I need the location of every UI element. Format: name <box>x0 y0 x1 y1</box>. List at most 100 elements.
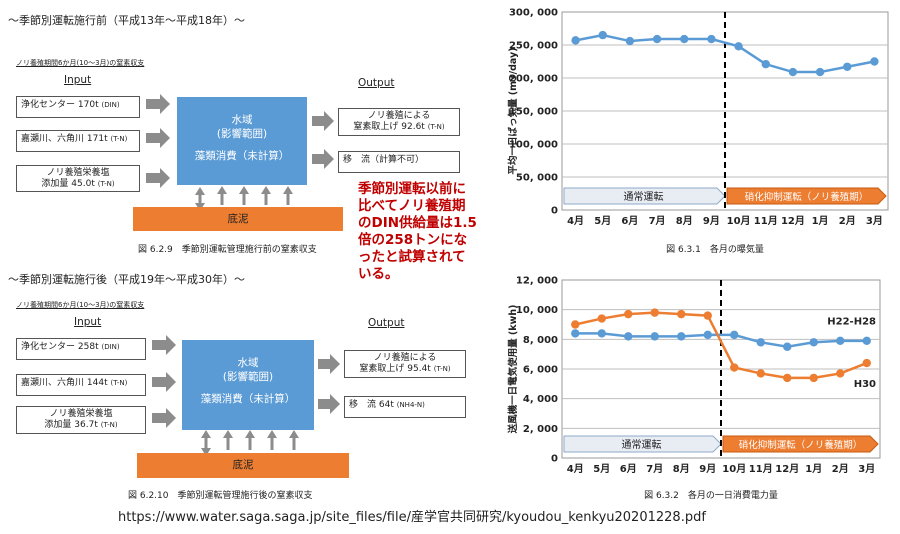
x-tick-label: 5月 <box>593 463 610 475</box>
after-output-box-2: 移 流 64t (NH4-N) <box>344 396 466 418</box>
after-water-area: 水域 (影響範囲) 藻類消費（未計算） <box>182 340 314 430</box>
chart-caption: 図 6.3.2 各月の一日消費電力量 <box>644 489 778 501</box>
data-point <box>703 311 712 320</box>
data-point <box>650 332 659 341</box>
before-output-label: Output <box>358 77 395 89</box>
x-tick-label: 7月 <box>646 463 663 475</box>
data-point <box>624 309 633 319</box>
data-point <box>815 67 825 77</box>
x-tick-label: 1月 <box>812 215 829 227</box>
before-input-label: Input <box>64 74 92 86</box>
data-point <box>788 67 798 77</box>
before-subtitle: ノリ養殖期間6か月(10～3月)の窒素収支 <box>16 59 145 67</box>
x-tick-label: 12月 <box>775 463 799 475</box>
data-point <box>783 342 792 351</box>
data-point <box>624 332 633 341</box>
x-tick-label: 2月 <box>839 215 856 227</box>
before-output-box-1: ノリ養殖による 窒素取上げ 92.6t (T-N) <box>338 108 460 136</box>
before-output-box-2: 移 流（計算不可） <box>338 151 460 173</box>
before-water-area: 水域 (影響範囲) 藻類消費（未計算） <box>177 97 307 185</box>
x-tick-label: 2月 <box>832 463 849 475</box>
before-caption: 図 6.2.9 季節別運転管理施行前の窒素収支 <box>138 245 317 255</box>
x-tick-label: 5月 <box>594 215 611 227</box>
data-point <box>756 338 765 347</box>
y-tick-label: 150, 000 <box>509 107 558 118</box>
x-tick-label: 10月 <box>722 463 746 475</box>
x-tick-label: 6月 <box>620 463 637 475</box>
data-point <box>862 336 871 346</box>
y-tick-label: 50, 000 <box>516 173 558 184</box>
data-point <box>677 332 686 341</box>
din-note: 季節別運転以前に 比べてノリ養殖期 のDIN供給量は1.5 倍の258トンにな … <box>358 181 477 282</box>
after-output-box-1: ノリ養殖による 窒素取上げ 95.4t (T-N) <box>344 350 466 378</box>
x-tick-label: 9月 <box>703 215 720 227</box>
data-point <box>756 369 765 378</box>
after-mud: 底泥 <box>137 453 349 478</box>
power-chart: 0 2, 000 4, 000 6, 000 8, 000 10, 000 12, 000 4… <box>507 276 881 501</box>
y-tick-label: 250, 000 <box>509 41 558 52</box>
after-input-box-3: ノリ養殖栄養塩 添加量 36.7t (T-N) <box>16 406 146 434</box>
x-tick-label: 11月 <box>754 215 778 227</box>
before-input-box-3: ノリ養殖栄養塩 添加量 45.0t (T-N) <box>16 165 140 192</box>
data-point <box>843 62 852 71</box>
before-mud: 底泥 <box>133 207 343 231</box>
data-point <box>862 358 871 368</box>
data-point <box>870 57 879 66</box>
band-nitrification <box>722 435 879 453</box>
x-tick-label: 3月 <box>866 215 883 227</box>
after-title: ～季節別運転施行後（平成19年～平成30年）～ <box>8 273 245 286</box>
series-line-0 <box>575 332 867 349</box>
data-point <box>652 34 662 44</box>
y-tick-label: 4, 000 <box>523 394 558 405</box>
data-point <box>703 330 712 340</box>
after-input-label: Input <box>74 316 102 328</box>
after-input-box-1: 浄化センター 258t (DIN) <box>16 338 146 360</box>
data-point <box>571 320 580 329</box>
data-point <box>650 308 659 317</box>
data-point <box>707 34 716 44</box>
series-line-1 <box>574 311 868 380</box>
y-tick-label: 0 <box>551 454 558 465</box>
series-label: H22-H28 <box>827 317 876 328</box>
data-point <box>597 329 606 338</box>
after-output-label: Output <box>368 317 405 329</box>
data-point <box>809 338 818 347</box>
data-point <box>677 309 686 319</box>
x-tick-label: 12月 <box>781 215 805 227</box>
data-point <box>730 330 739 340</box>
x-tick-label: 8月 <box>676 215 693 227</box>
band-nitrification <box>726 187 887 205</box>
data-point <box>734 42 743 51</box>
x-tick-label: 10月 <box>727 215 751 227</box>
data-point <box>571 36 580 45</box>
before-input-box-1: 浄化センター 170t (DIN) <box>16 96 140 118</box>
y-tick-label: 100, 000 <box>509 140 558 151</box>
band-nitrification-label: 硝化抑制運転（ノリ養殖期） <box>739 439 863 451</box>
data-point <box>597 314 606 323</box>
before-input-box-2: 嘉瀬川、六角川 171t (T-N) <box>16 130 140 152</box>
y-tick-label: 200, 000 <box>509 74 558 85</box>
series-label: H30 <box>854 379 876 390</box>
x-tick-label: 11月 <box>749 463 773 475</box>
data-point <box>598 30 607 40</box>
source-url: https://www.water.saga.saga.jp/site_file… <box>118 510 706 525</box>
data-point <box>730 363 739 372</box>
x-tick-label: 8月 <box>673 463 690 475</box>
before-title: ～季節別運転施行前（平成13年～平成18年）～ <box>8 14 245 27</box>
band-normal <box>563 187 726 205</box>
y-tick-label: 6, 000 <box>523 365 558 376</box>
y-tick-label: 2, 000 <box>523 424 558 435</box>
after-input-box-2: 嘉瀬川、六角川 144t (T-N) <box>16 374 146 396</box>
chart-caption: 図 6.3.1 各月の曝気量 <box>666 243 764 255</box>
data-point <box>783 373 792 383</box>
x-tick-label: 4月 <box>567 215 584 227</box>
y-tick-label: 0 <box>551 206 558 217</box>
band-normal-label: 通常運転 <box>624 190 664 203</box>
data-point <box>836 369 845 378</box>
after-caption: 図 6.2.10 季節別運転管理施行後の窒素収支 <box>128 491 313 501</box>
y-tick-label: 8, 000 <box>523 335 558 346</box>
after-subtitle: ノリ養殖期間6か月(10～3月)の窒素収支 <box>16 301 145 309</box>
band-normal <box>563 435 722 453</box>
